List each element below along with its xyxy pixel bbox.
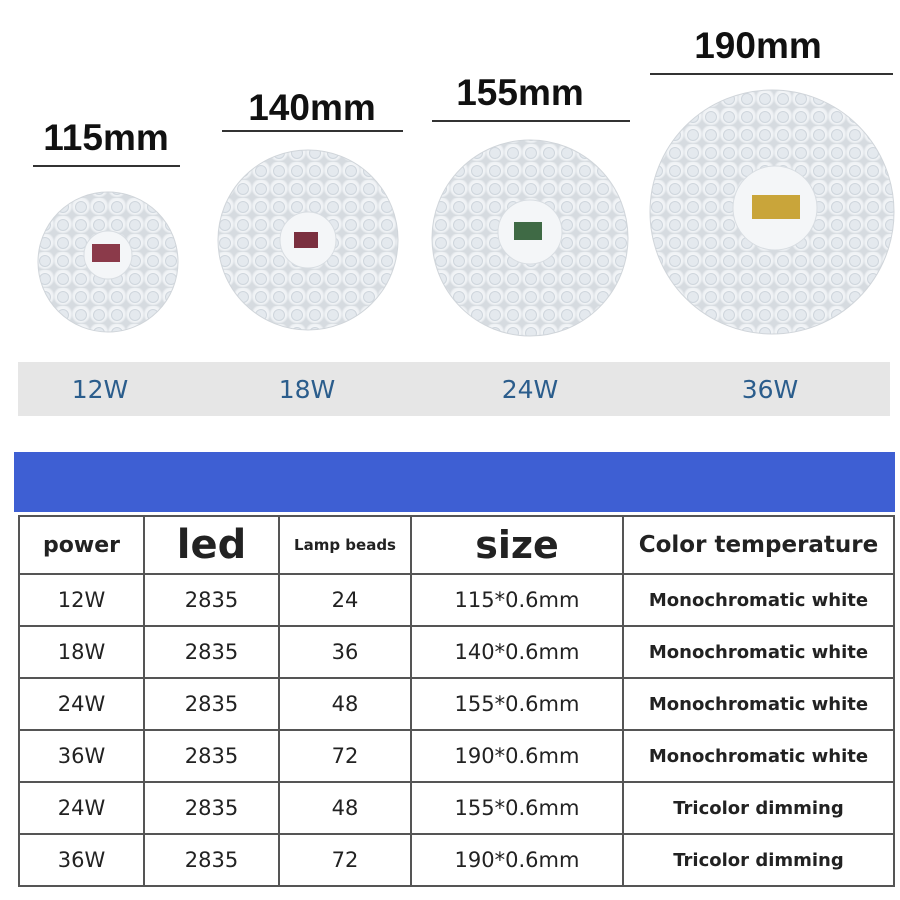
wattage-label: 18W — [279, 375, 336, 404]
header-row: power led Lamp beads size Color temperature — [18, 515, 895, 575]
wattage-label: 36W — [742, 375, 799, 404]
table-cell: Monochromatic white — [622, 573, 895, 627]
table-cell: Tricolor dimming — [622, 833, 895, 887]
header-cell: led — [143, 515, 280, 575]
table-cell: 24W — [18, 677, 145, 731]
table-cell: 36W — [18, 729, 145, 783]
driver-chip — [752, 195, 800, 219]
table-row: 18W 2835 36 140*0.6mm Monochromatic white — [18, 625, 895, 679]
table-cell: 190*0.6mm — [410, 833, 624, 887]
table-cell: 2835 — [143, 833, 280, 887]
table-cell: 115*0.6mm — [410, 573, 624, 627]
table-cell: 140*0.6mm — [410, 625, 624, 679]
led-modules — [37, 89, 895, 337]
table-cell: 190*0.6mm — [410, 729, 624, 783]
header-cell: Color temperature — [622, 515, 895, 575]
table-cell: 2835 — [143, 625, 280, 679]
table-cell: 24 — [278, 573, 412, 627]
table-cell: Monochromatic white — [622, 677, 895, 731]
size-label: 190mm — [694, 25, 822, 66]
table-row: 24W 2835 48 155*0.6mm Tricolor dimming — [18, 781, 895, 835]
table-cell: 155*0.6mm — [410, 677, 624, 731]
table-cell: 36W — [18, 833, 145, 887]
driver-chip — [514, 222, 542, 240]
header-cell: size — [410, 515, 624, 575]
table-cell: 2835 — [143, 677, 280, 731]
table-cell: 2835 — [143, 573, 280, 627]
table-cell: Monochromatic white — [622, 729, 895, 783]
wattage-band — [18, 362, 890, 416]
spec-table: power led Lamp beads size Color temperature 1… — [18, 515, 895, 887]
wattage-label: 24W — [502, 375, 559, 404]
table-cell: 72 — [278, 833, 412, 887]
table-cell: 2835 — [143, 781, 280, 835]
wattage-label: 12W — [72, 375, 129, 404]
table-cell: 2835 — [143, 729, 280, 783]
table-cell: Monochromatic white — [622, 625, 895, 679]
size-label: 115mm — [43, 117, 169, 158]
table-cell: 72 — [278, 729, 412, 783]
size-label: 140mm — [248, 87, 376, 128]
product-image: 115mm 140mm 155mm 190mm 12W 18W 24W 36W — [18, 25, 895, 416]
table-cell: 36 — [278, 625, 412, 679]
table-row: 12W 2835 24 115*0.6mm Monochromatic white — [18, 573, 895, 627]
header-cell: power — [18, 515, 145, 575]
table-cell: 155*0.6mm — [410, 781, 624, 835]
size-label: 155mm — [456, 72, 584, 113]
header-bar — [14, 452, 895, 512]
table-cell: 48 — [278, 781, 412, 835]
table-cell: 24W — [18, 781, 145, 835]
table-cell: 48 — [278, 677, 412, 731]
table-cell: 18W — [18, 625, 145, 679]
header-cell: Lamp beads — [278, 515, 412, 575]
table-cell: Tricolor dimming — [622, 781, 895, 835]
table-row: 24W 2835 48 155*0.6mm Monochromatic white — [18, 677, 895, 731]
driver-chip — [294, 232, 318, 248]
table-row: 36W 2835 72 190*0.6mm Monochromatic white — [18, 729, 895, 783]
driver-chip — [92, 244, 120, 262]
table-row: 36W 2835 72 190*0.6mm Tricolor dimming — [18, 833, 895, 887]
table-cell: 12W — [18, 573, 145, 627]
